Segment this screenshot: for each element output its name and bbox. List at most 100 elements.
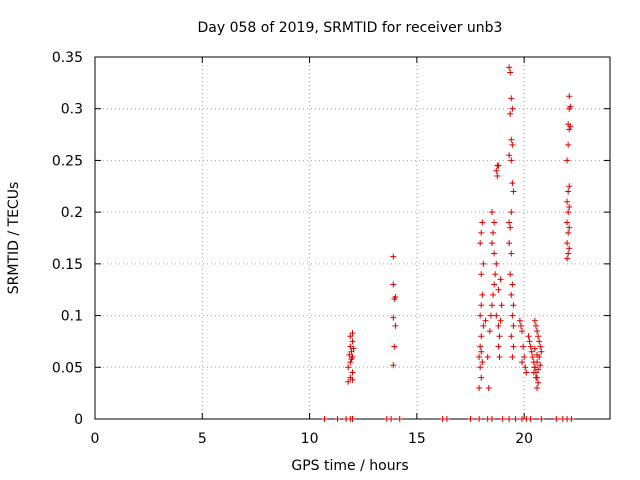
data-point [565,250,572,257]
data-point [349,376,356,383]
data-point [564,255,571,262]
data-point [508,95,515,102]
chart-title: Day 058 of 2019, SRMTID for receiver unb… [198,20,503,36]
data-point [535,333,542,340]
data-point [520,343,527,350]
data-point [565,141,572,148]
data-point [392,293,399,300]
data-point [345,378,352,385]
data-point [494,172,501,179]
data-point [347,359,354,366]
data-point [534,384,541,391]
data-point [509,281,516,288]
data-point [349,416,356,422]
data-point [522,364,529,371]
data-point [390,314,397,321]
data-point [486,328,493,335]
data-point [493,260,500,267]
y-tick-label: 0.05 [52,360,83,376]
data-point [516,317,523,324]
data-point [510,302,517,309]
y-tick-label: 0 [74,412,83,428]
plot-frame [94,56,611,420]
data-point [496,333,503,340]
data-point [349,330,356,337]
data-point [495,286,502,293]
data-point [528,348,535,355]
data-point [566,183,573,190]
x-tick-label: 15 [408,431,426,447]
data-point [496,353,503,360]
data-point [510,188,517,195]
x-axis-ticks: 0 5 10 15 20 [91,57,533,447]
data-point [495,343,502,350]
data-point [478,229,485,236]
data-point [348,356,355,363]
data-point [478,333,485,340]
data-point [567,103,574,110]
y-axis-ticks: 0 0.05 0.1 0.15 0.2 0.25 0.3 0.35 [52,50,610,428]
data-point [535,366,542,373]
data-point [490,229,497,236]
data-point [521,353,528,360]
data-point [349,338,356,345]
data-point [531,317,538,324]
data-point [508,209,515,216]
x-tick-label: 20 [515,431,533,447]
data-point [565,209,572,216]
data-point [488,302,495,309]
data-point [476,353,483,360]
data-point [508,250,515,257]
data-point [538,416,545,422]
data-point [485,384,492,391]
data-point [506,152,513,159]
data-point [507,271,514,278]
data-point [531,364,538,371]
data-point [564,240,571,247]
data-point [509,312,516,319]
y-tick-label: 0.25 [52,153,83,169]
data-point [510,322,517,329]
data-point [392,322,399,329]
data-point [390,253,397,260]
data-point [530,369,537,376]
data-point [480,322,487,329]
data-point [345,364,352,371]
data-point [488,416,495,422]
data-point [509,180,516,187]
data-point [509,141,516,148]
data-point [566,245,573,252]
x-tick-label: 10 [301,431,319,447]
data-point [497,317,504,324]
data-point [478,271,485,278]
data-point [493,312,500,319]
data-point [566,93,573,100]
data-point [477,364,484,371]
data-point [506,240,513,247]
data-point [506,219,513,226]
data-point [484,353,491,360]
data-point [508,157,515,164]
data-point [347,343,354,350]
data-point [478,302,485,309]
data-point [525,333,532,340]
data-point [538,348,545,355]
data-point [506,64,513,71]
data-point [497,276,504,283]
data-point [477,240,484,247]
data-point [529,353,536,360]
data-point [495,162,502,169]
data-points [321,64,575,422]
data-point [507,224,514,231]
data-point [390,281,397,288]
data-point [535,379,542,386]
data-point [531,345,538,352]
data-point [479,219,486,226]
data-point [498,302,505,309]
data-point [350,345,357,352]
grid-lines [95,57,610,419]
data-point [566,224,573,231]
data-point [534,351,541,358]
data-point [321,416,328,422]
data-point [488,240,495,247]
